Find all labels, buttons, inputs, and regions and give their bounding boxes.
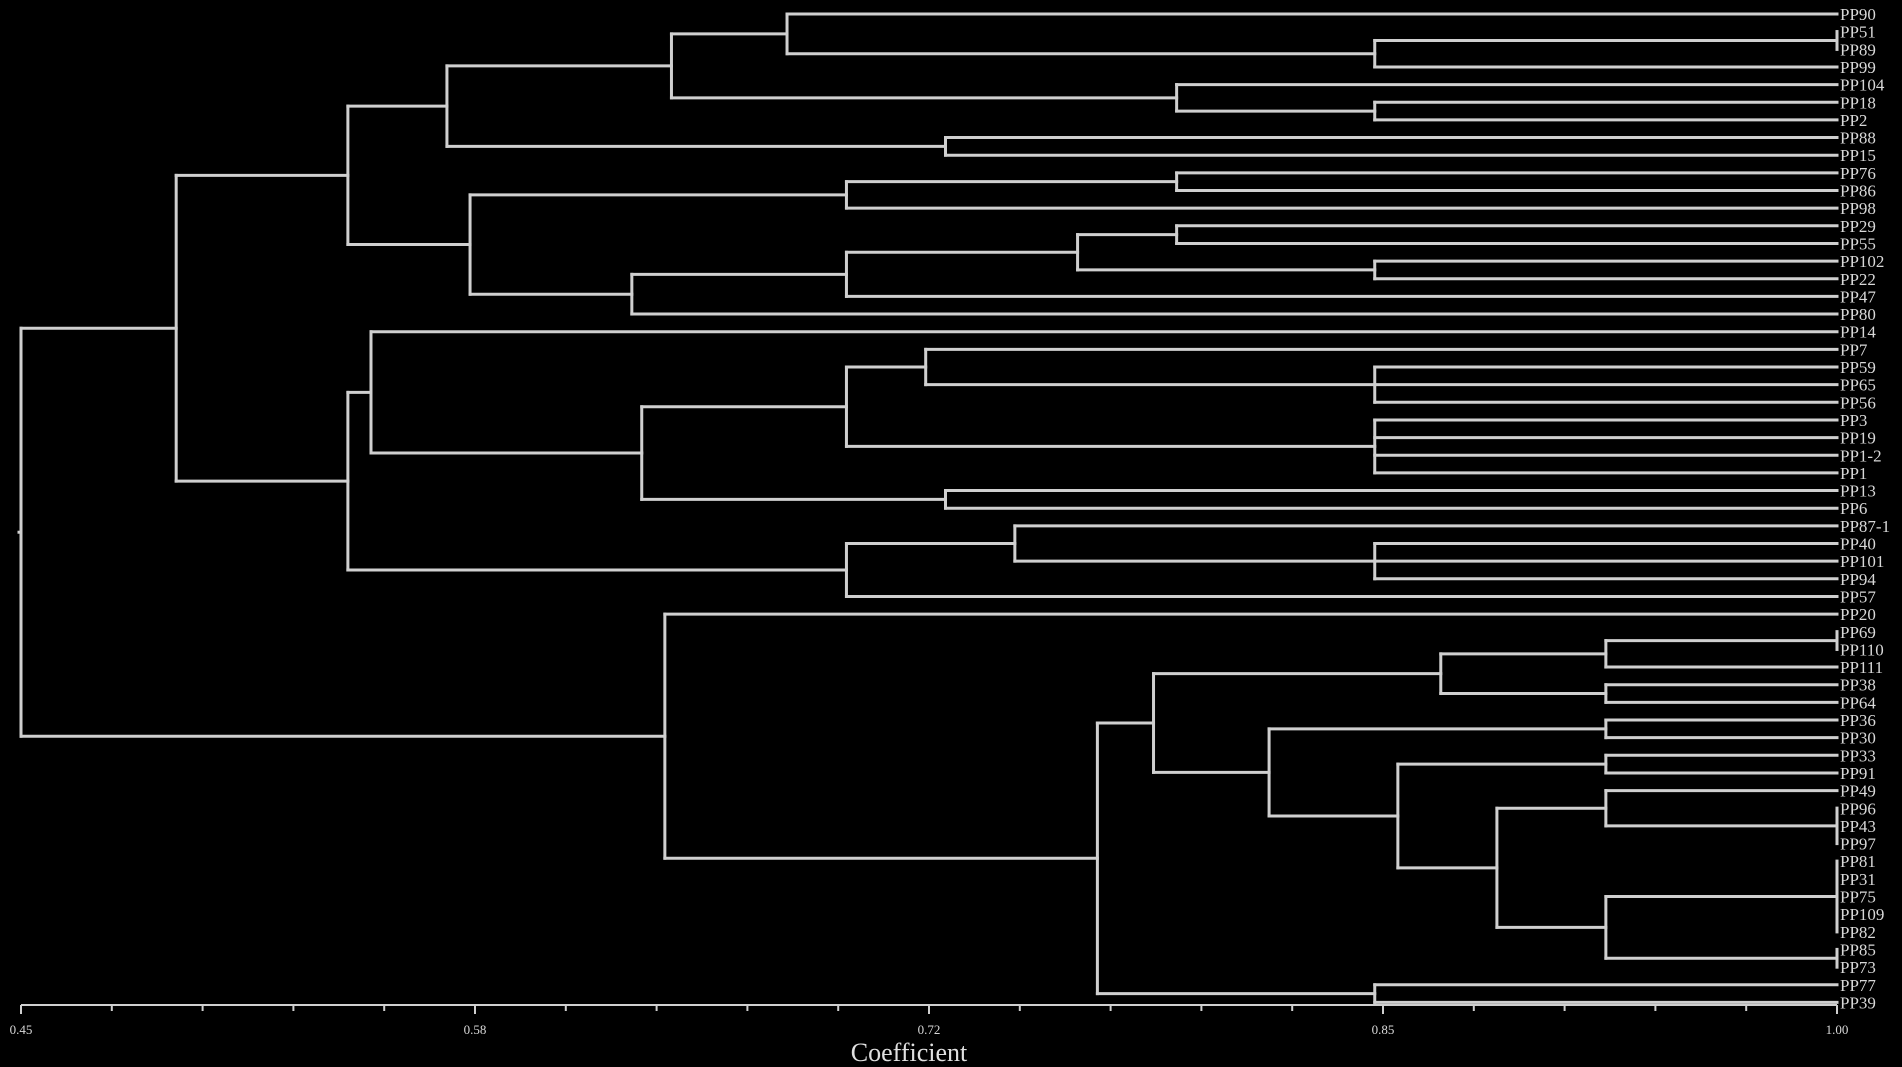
leaf-label-pp7: PP7 [1840, 340, 1868, 359]
leaf-label-pp91: PP91 [1840, 764, 1876, 783]
leaf-label-pp110: PP110 [1840, 640, 1884, 659]
leaf-label-pp36: PP36 [1840, 711, 1876, 730]
tick-label: 0.85 [1372, 1022, 1395, 1037]
leaf-label-pp43: PP43 [1840, 817, 1876, 836]
leaf-label-pp40: PP40 [1840, 535, 1876, 554]
leaf-label-pp14: PP14 [1840, 323, 1876, 342]
leaf-label-pp90: PP90 [1840, 5, 1876, 24]
coefficient-axis: 0.45 0.58 0.72 0.85 1.00 [10, 1004, 1849, 1037]
leaf-label-pp98: PP98 [1840, 199, 1876, 218]
leaf-label-pp96: PP96 [1840, 799, 1876, 818]
leaf-label-pp99: PP99 [1840, 58, 1876, 77]
leaf-label-pp87-1: PP87-1 [1840, 517, 1890, 536]
leaf-label-pp69: PP69 [1840, 623, 1876, 642]
tick-label: 1.00 [1826, 1022, 1849, 1037]
leaf-label-pp75: PP75 [1840, 888, 1876, 907]
axis-title: Coefficient [851, 1038, 968, 1067]
leaf-label-pp81: PP81 [1840, 852, 1876, 871]
leaf-label-pp97: PP97 [1840, 835, 1876, 854]
leaf-label-pp89: PP89 [1840, 40, 1876, 59]
leaf-label-pp76: PP76 [1840, 164, 1876, 183]
tick-label: 0.45 [10, 1022, 33, 1037]
leaf-label-pp109: PP109 [1840, 905, 1884, 924]
leaf-label-pp85: PP85 [1840, 940, 1876, 959]
leaf-label-pp80: PP80 [1840, 305, 1876, 324]
leaf-label-pp20: PP20 [1840, 605, 1876, 624]
leaf-label-pp111: PP111 [1840, 658, 1883, 677]
leaf-label-pp15: PP15 [1840, 146, 1876, 165]
leaf-label-pp22: PP22 [1840, 270, 1876, 289]
leaf-label-pp65: PP65 [1840, 376, 1876, 395]
leaf-label-pp59: PP59 [1840, 358, 1876, 377]
leaf-label-pp33: PP33 [1840, 746, 1876, 765]
leaf-label-pp1: PP1 [1840, 464, 1867, 483]
leaf-label-pp102: PP102 [1840, 252, 1884, 271]
leaf-label-pp101: PP101 [1840, 552, 1884, 571]
leaf-label-pp77: PP77 [1840, 976, 1876, 995]
leaf-label-pp1-2: PP1-2 [1840, 446, 1882, 465]
leaf-label-pp18: PP18 [1840, 93, 1876, 112]
leaf-label-pp6: PP6 [1840, 499, 1867, 518]
leaf-label-pp2: PP2 [1840, 111, 1867, 130]
leaf-label-pp73: PP73 [1840, 958, 1876, 977]
leaf-label-pp47: PP47 [1840, 287, 1876, 306]
leaf-label-pp104: PP104 [1840, 76, 1885, 95]
leaf-label-pp64: PP64 [1840, 693, 1876, 712]
tick-label: 0.58 [464, 1022, 487, 1037]
leaf-label-pp13: PP13 [1840, 482, 1876, 501]
leaf-label-pp38: PP38 [1840, 676, 1876, 695]
leaf-label-pp56: PP56 [1840, 393, 1876, 412]
leaf-label-pp29: PP29 [1840, 217, 1876, 236]
leaf-label-pp31: PP31 [1840, 870, 1876, 889]
leaf-label-pp55: PP55 [1840, 234, 1876, 253]
dendrogram-branches [17, 12, 1839, 1004]
tick-label: 0.72 [918, 1022, 941, 1037]
leaf-label-pp94: PP94 [1840, 570, 1876, 589]
leaf-label-pp86: PP86 [1840, 182, 1876, 201]
leaf-label-pp39: PP39 [1840, 993, 1876, 1012]
leaf-label-pp88: PP88 [1840, 129, 1876, 148]
leaf-label-pp19: PP19 [1840, 429, 1876, 448]
leaf-label-pp51: PP51 [1840, 23, 1876, 42]
leaf-label-pp82: PP82 [1840, 923, 1876, 942]
leaf-label-pp30: PP30 [1840, 729, 1876, 748]
leaf-labels: PP90PP51PP89PP99PP104PP18PP2PP88PP15PP76… [1840, 5, 1890, 1012]
leaf-label-pp57: PP57 [1840, 587, 1876, 606]
leaf-label-pp49: PP49 [1840, 782, 1876, 801]
leaf-label-pp3: PP3 [1840, 411, 1867, 430]
